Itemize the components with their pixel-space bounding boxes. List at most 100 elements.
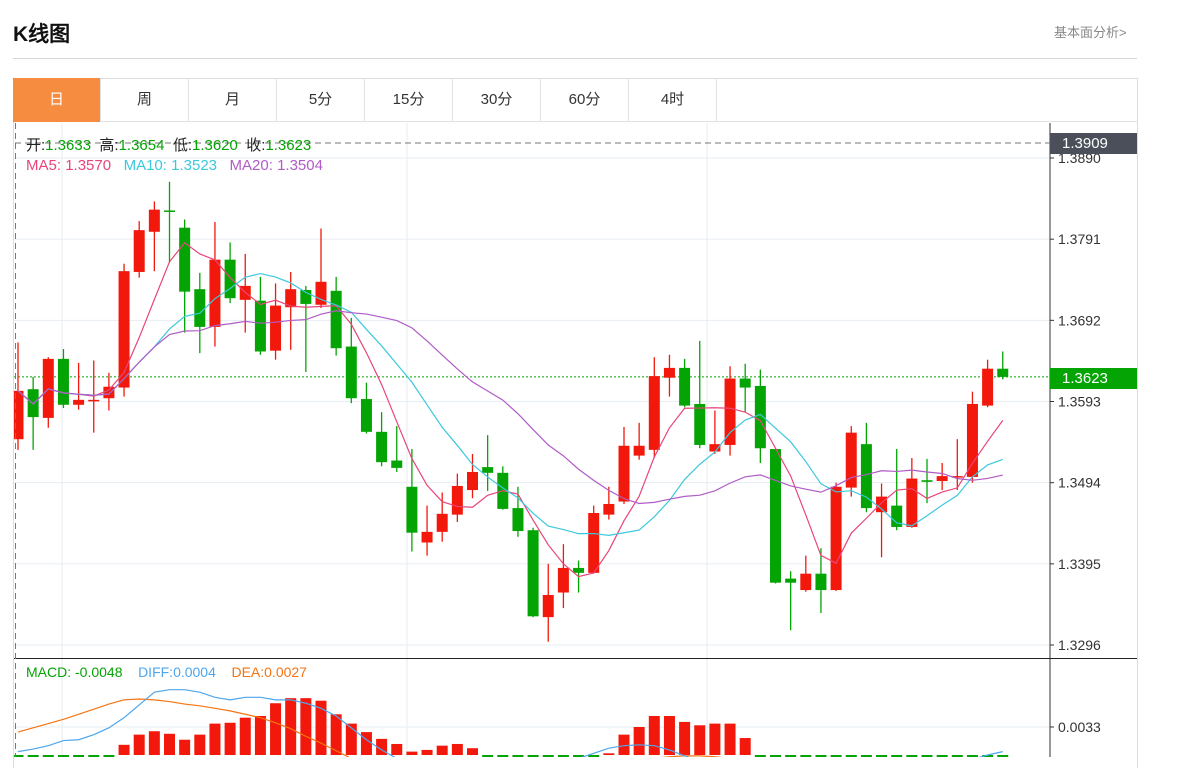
macd-bar-positive <box>467 748 478 755</box>
candle-down <box>224 259 236 299</box>
macd-bar-negative <box>103 755 115 757</box>
macd-bar-negative <box>73 755 85 757</box>
low-value: 1.3620 <box>191 137 238 154</box>
dea-label: DEA: <box>231 664 265 680</box>
macd-bar-positive <box>739 738 751 755</box>
macd-bar-negative <box>527 755 539 757</box>
open-value: 1.3633 <box>45 137 92 154</box>
macd-bar-positive <box>391 743 403 755</box>
macd-bar-positive <box>164 733 175 755</box>
candle-up <box>724 378 736 445</box>
candle-up <box>876 496 888 513</box>
tab-15min[interactable]: 15分 <box>365 78 453 122</box>
candle-up <box>966 403 978 477</box>
candle-down <box>739 378 751 388</box>
candle-down <box>57 358 69 405</box>
ma20-readout: MA20: 1.3504 <box>230 157 323 174</box>
diff-label: DIFF: <box>138 664 174 680</box>
open-label: 开: <box>26 137 46 154</box>
ma10-value: 1.3523 <box>171 157 218 174</box>
macd-bar-positive <box>633 727 645 755</box>
ma5-line <box>17 241 1004 578</box>
ma-readout: MA5: 1.3570 MA10: 1.3523 MA20: 1.3504 <box>26 157 323 174</box>
candle-up <box>118 271 130 388</box>
macd-value: -0.0048 <box>75 664 123 680</box>
candle-up <box>103 386 115 399</box>
macd-bar-positive <box>270 703 282 755</box>
macd-bar-negative <box>588 755 600 757</box>
tab-month[interactable]: 月 <box>189 78 277 122</box>
ma5-value: 1.3570 <box>65 157 112 174</box>
fundamental-analysis-link[interactable]: 基本面分析> <box>1054 25 1127 40</box>
candle-up <box>270 305 282 351</box>
macd-bar-negative <box>951 755 963 757</box>
macd-bar-negative <box>14 755 24 757</box>
candle-down <box>770 449 781 583</box>
candle-up <box>209 259 221 327</box>
macd-bar-positive <box>209 723 221 755</box>
macd-bar-negative <box>497 755 509 757</box>
tab-week[interactable]: 周 <box>101 78 189 122</box>
ma5-readout: MA5: 1.3570 <box>26 157 111 174</box>
price-tick-label: 1.3296 <box>1058 637 1101 653</box>
tab-60min[interactable]: 60分 <box>541 78 629 122</box>
candle-down <box>300 289 312 304</box>
macd-bar-positive <box>148 731 160 755</box>
candle-up <box>285 289 297 308</box>
macd-bar-positive <box>315 700 327 755</box>
macd-bar-negative <box>482 755 494 757</box>
tab-5min[interactable]: 5分 <box>277 78 365 122</box>
macd-bar-negative <box>815 755 827 757</box>
macd-readout: MACD: -0.0048 DIFF:0.0004 DEA:0.0027 <box>26 664 307 680</box>
macd-bar-positive <box>724 723 736 755</box>
macd-bar-negative <box>785 755 797 757</box>
candle-down <box>997 368 1009 377</box>
diff-line <box>17 689 1003 757</box>
divider <box>13 58 1137 59</box>
ma10-readout: MA10: 1.3523 <box>124 157 217 174</box>
dea-readout: DEA:0.0027 <box>231 664 307 680</box>
macd-bar-negative <box>57 755 69 757</box>
macd-bar-positive <box>179 739 191 755</box>
macd-bar-negative <box>830 755 842 757</box>
candle-up <box>603 503 615 515</box>
tab-4hour[interactable]: 4时 <box>629 78 717 122</box>
macd-bar-negative <box>557 755 569 757</box>
candle-up <box>14 390 24 440</box>
candle-up <box>648 376 660 450</box>
macd-bar-positive <box>679 721 691 755</box>
candle-up <box>830 486 842 591</box>
candle-down <box>345 346 357 399</box>
macd-bar-positive <box>330 714 342 755</box>
candle-down <box>406 486 418 533</box>
candle-down <box>891 505 903 527</box>
candle-up <box>421 531 433 543</box>
macd-bar-positive <box>254 715 266 755</box>
macd-bar-negative <box>88 755 100 757</box>
macd-bar-negative <box>891 755 903 757</box>
candle-down <box>573 567 585 573</box>
macd-bar-positive <box>360 732 372 755</box>
candle-up <box>845 432 857 488</box>
candle-down <box>815 573 827 591</box>
macd-bar-negative <box>906 755 918 757</box>
macd-bar-negative <box>860 755 872 757</box>
price-tick-label: 1.3791 <box>1058 231 1101 247</box>
macd-bar-positive <box>694 725 706 755</box>
macd-bar-negative <box>921 755 933 757</box>
macd-bar-negative <box>770 755 781 757</box>
ma10-label: MA10: <box>123 157 167 174</box>
macd-label: MACD: <box>26 664 72 680</box>
chart-container <box>13 78 1138 768</box>
macd-bar-positive <box>133 734 145 755</box>
candle-down <box>391 460 403 468</box>
candle-up <box>542 594 554 618</box>
tab-30min[interactable]: 30分 <box>453 78 541 122</box>
price-tick-label: 1.3692 <box>1058 312 1101 328</box>
candle-down <box>754 385 766 449</box>
macd-bar-positive <box>194 734 206 755</box>
last-price-label: 1.3623 <box>1050 368 1137 389</box>
macd-tick-label: 0.0033 <box>1058 719 1101 735</box>
tab-day[interactable]: 日 <box>13 78 101 122</box>
